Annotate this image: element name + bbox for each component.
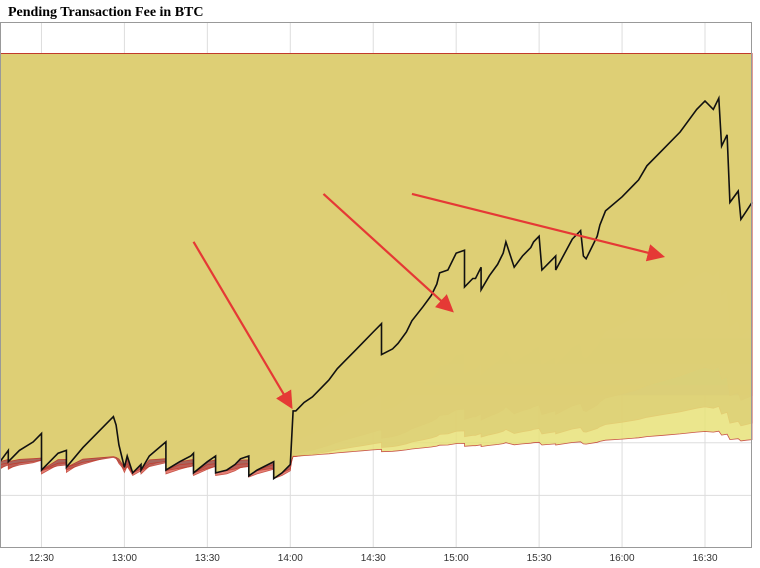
annotation-arrow-0 bbox=[192, 241, 293, 410]
chart-title: Pending Transaction Fee in BTC bbox=[8, 5, 204, 20]
total-line bbox=[0, 95, 753, 481]
annotation-arrow-1 bbox=[322, 193, 454, 313]
x-tick-label: 12:30 bbox=[29, 553, 54, 564]
area-layer bbox=[0, 53, 753, 481]
x-tick-label: 14:00 bbox=[278, 553, 303, 564]
x-tick-label: 16:00 bbox=[610, 553, 635, 564]
x-tick-label: 16:30 bbox=[692, 553, 717, 564]
x-tick-label: 13:00 bbox=[112, 553, 137, 564]
x-tick-label: 15:30 bbox=[527, 553, 552, 564]
plot-border bbox=[0, 22, 752, 548]
x-axis-ticks: 12:30 13:00 13:30 14:00 14:30 15:00 15:30 16:00… bbox=[29, 553, 718, 564]
x-tick-label: 14:30 bbox=[361, 553, 386, 564]
annotation-layer bbox=[192, 192, 666, 410]
x-tick-label: 13:30 bbox=[195, 553, 220, 564]
x-tick-label: 15:00 bbox=[444, 553, 469, 564]
annotation-arrow-2 bbox=[411, 192, 666, 262]
total-sublayer-3 bbox=[0, 53, 753, 480]
